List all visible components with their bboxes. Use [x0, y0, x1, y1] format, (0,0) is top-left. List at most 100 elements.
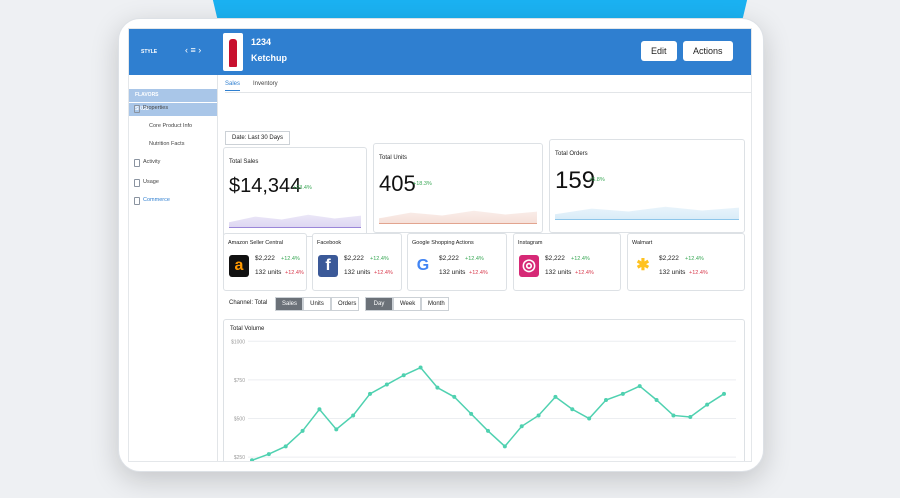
channel-revenue: $2,222 [255, 255, 275, 262]
units-change: +12.4% [689, 270, 708, 276]
kpi-value: $14,344 [229, 175, 302, 197]
group-flavors[interactable]: FLAVORS [129, 89, 217, 102]
kpi-value: 159 [555, 167, 596, 194]
chart-title: Total Volume [230, 326, 265, 332]
channel-icon: a [229, 255, 249, 277]
data-point [637, 384, 642, 389]
data-point [553, 394, 558, 399]
nav-arrows[interactable]: ‹ ≡ › [185, 45, 202, 55]
screen: 1234 Ketchup Edit Actions STYLE ‹ ≡ › FL… [128, 28, 752, 462]
data-point [266, 452, 271, 457]
volume-chart: $250 $500 $750 $1000 [231, 339, 736, 461]
units-change: +12.4% [285, 270, 304, 276]
units-change: +12.4% [374, 270, 393, 276]
kpi-card [549, 139, 745, 233]
sparkline [555, 206, 739, 220]
channel-name: Facebook [317, 240, 342, 246]
actions-button[interactable]: Actions [683, 41, 733, 61]
group-skus[interactable]: SKUS [129, 103, 217, 116]
channel-name: Walmart [632, 240, 653, 246]
kpi-change: +23.4% [293, 185, 312, 191]
nav-item[interactable]: Commerce [143, 197, 170, 203]
channel-units: 132 units [439, 269, 466, 276]
volume-line [251, 366, 725, 461]
data-point [620, 391, 625, 396]
revenue-change: +12.4% [281, 256, 300, 262]
data-point [401, 373, 406, 378]
channel-name: Amazon Seller Central [228, 240, 284, 246]
channel-units: 132 units [255, 269, 282, 276]
data-point [334, 427, 339, 432]
date-filter[interactable]: Date: Last 30 Days [225, 131, 291, 145]
data-point [300, 428, 305, 433]
y-tick-label: $250 [234, 455, 245, 461]
data-point [536, 413, 541, 418]
product-name: Ketchup [251, 53, 287, 63]
revenue-change: +12.4% [465, 256, 484, 262]
toggle-periods[interactable]: Day [365, 297, 393, 311]
toggle-periods[interactable]: Week [393, 297, 421, 311]
kpi-card [373, 143, 543, 233]
data-point [519, 424, 524, 429]
edit-button[interactable]: Edit [641, 41, 677, 61]
data-point [654, 398, 659, 402]
y-tick-label: $1000 [231, 339, 245, 345]
sparkline [379, 210, 537, 224]
toggle-metrics[interactable]: Units [303, 297, 331, 311]
kpi-label: Total Orders [555, 151, 588, 157]
channel-revenue: $2,222 [545, 255, 565, 262]
data-point [486, 428, 490, 433]
channel-name: Google Shopping Actions [412, 240, 474, 246]
data-point [688, 415, 693, 419]
toggle-metrics[interactable]: Sales [275, 297, 303, 311]
nav-item[interactable]: Usage [143, 179, 159, 185]
kpi-label: Total Sales [229, 159, 259, 165]
sku: 1234 [251, 37, 272, 47]
y-tick-label: $750 [234, 378, 245, 384]
channel-icon: ✱ [633, 255, 653, 277]
data-point [384, 382, 389, 387]
nav-item[interactable]: Activity [143, 159, 161, 165]
units-change: +12.4% [575, 270, 594, 276]
data-point [671, 413, 676, 418]
tab-inventory[interactable]: Inventory [253, 81, 278, 87]
nav-item[interactable]: Nutrition Facts [149, 141, 185, 147]
sidebar: FLAVORS SKUS [129, 75, 218, 461]
data-point [722, 391, 726, 396]
data-point [368, 391, 372, 396]
product-image [223, 33, 243, 71]
data-point [250, 458, 254, 461]
nav-item[interactable]: Core Product Info [149, 123, 193, 129]
revenue-change: +12.4% [370, 256, 389, 262]
channel-label: Channel: Total [229, 300, 268, 306]
units-change: +12.4% [469, 270, 488, 276]
side-header: STYLE ‹ ≡ › [129, 29, 217, 75]
channel-revenue: $2,222 [439, 255, 459, 262]
channel-icon: G [413, 255, 433, 277]
data-point [705, 402, 710, 407]
data-point [469, 411, 474, 416]
nav-icon [134, 159, 140, 167]
sparkline [229, 214, 361, 228]
data-point [570, 407, 575, 412]
tab-rule [225, 92, 751, 93]
channel-units: 132 units [545, 269, 572, 276]
toggle-periods[interactable]: Month [421, 297, 449, 311]
channel-revenue: $2,222 [344, 255, 364, 262]
header: 1234 Ketchup Edit Actions [129, 29, 751, 75]
toggle-metrics[interactable]: Orders [331, 297, 359, 311]
nav-icon [134, 179, 140, 187]
channel-units: 132 units [659, 269, 686, 276]
data-point [502, 444, 507, 449]
tab-sales[interactable]: Sales [225, 81, 241, 91]
data-point [283, 444, 288, 449]
nav-item[interactable]: Properties [143, 105, 169, 111]
data-point [587, 416, 592, 421]
kpi-change: +5.8% [589, 177, 605, 183]
revenue-change: +12.4% [571, 256, 590, 262]
kpi-value: 405 [379, 171, 416, 196]
channel-icon: f [318, 255, 338, 277]
data-point [604, 398, 608, 402]
